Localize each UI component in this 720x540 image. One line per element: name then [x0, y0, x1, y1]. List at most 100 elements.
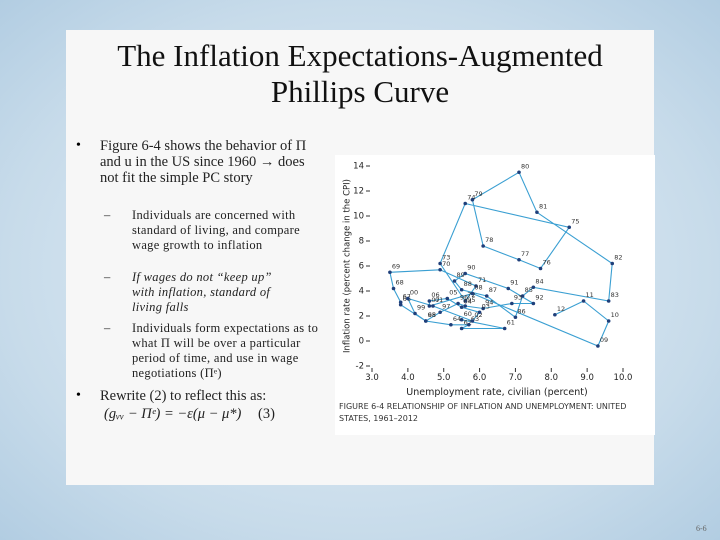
data-point	[438, 261, 442, 266]
point-label: 62	[464, 319, 472, 327]
point-label: 88	[464, 280, 472, 288]
point-label: 86	[517, 307, 525, 315]
dash: –	[104, 270, 111, 284]
sub-bullet: Individuals form expectations as to what…	[132, 321, 319, 380]
page-number: 6-6	[696, 524, 707, 533]
data-point	[553, 312, 557, 317]
data-point	[449, 322, 453, 327]
point-label: 94	[485, 299, 493, 307]
data-point	[581, 299, 586, 303]
y-axis-label: Inflation rate (percent change in the CP…	[343, 179, 353, 353]
data-point	[467, 322, 471, 327]
data-point	[481, 244, 485, 248]
point-label: 77	[521, 250, 529, 258]
data-point	[606, 299, 611, 303]
data-point	[398, 300, 403, 305]
point-label: 05	[449, 289, 457, 297]
point-label: 08	[474, 284, 482, 292]
bullet-text: Figure 6-4 shows the behavior of Π and u…	[100, 138, 307, 186]
y-tick-label: 12	[353, 187, 364, 197]
data-point	[531, 301, 536, 306]
data-point	[481, 306, 485, 311]
point-label: 02	[474, 311, 482, 319]
data-point	[596, 344, 600, 348]
point-label: 09	[600, 336, 608, 344]
x-tick-label: 7.0	[509, 373, 523, 383]
data-point	[456, 301, 460, 306]
data-point	[606, 319, 611, 323]
sub-bullet: If wages do not “keep up” with inflation…	[132, 270, 272, 314]
chart-background	[335, 155, 655, 435]
point-label: 85	[525, 286, 533, 294]
data-point	[406, 296, 410, 301]
chart: Inflation rate (percent change in the CP…	[335, 155, 655, 435]
dash: –	[104, 208, 111, 222]
point-label: 72	[467, 291, 475, 299]
point-label: 10	[611, 311, 619, 319]
data-point	[459, 317, 464, 322]
data-point	[463, 299, 468, 303]
point-label: 61	[507, 319, 515, 327]
point-label: 80	[521, 162, 529, 170]
x-axis-label: Unemployment rate, civilian (percent)	[406, 387, 587, 398]
point-label: 69	[392, 262, 400, 270]
data-point	[463, 201, 468, 206]
x-tick-label: 10.0	[614, 373, 633, 383]
point-label: 87	[489, 286, 497, 294]
data-point	[517, 257, 521, 262]
caption: FIGURE 6-4 RELATIONSHIP OF INFLATION AND…	[339, 402, 627, 423]
point-label: 84	[535, 277, 543, 285]
point-label: 98	[428, 311, 436, 319]
point-label: 68	[396, 279, 404, 287]
point-label: 74	[467, 194, 475, 202]
bullet-text: Rewrite (2) to reflect this as:	[100, 388, 267, 404]
point-label: 75	[571, 217, 579, 225]
x-tick-label: 3.0	[365, 373, 379, 383]
equation: (gᵥᵥ − Πᵉ) = −ε(μ − μ*)	[104, 406, 242, 422]
data-point	[463, 271, 468, 276]
data-point	[470, 319, 475, 323]
data-point	[427, 304, 432, 308]
point-label: 82	[614, 254, 622, 262]
x-tick-label: 8.0	[545, 373, 559, 383]
data-point	[474, 284, 478, 288]
point-label: 90	[467, 264, 475, 272]
point-label: 92	[535, 294, 543, 302]
point-label: 03	[482, 302, 490, 310]
data-point	[438, 267, 442, 272]
y-tick-label: 4	[359, 287, 364, 297]
point-label: 11	[586, 291, 594, 299]
bullet-mark: •	[76, 138, 81, 153]
x-tick-label: 9.0	[580, 373, 594, 383]
data-point	[517, 170, 521, 175]
data-point	[477, 310, 482, 315]
data-point	[470, 291, 475, 296]
sub-bullet: Individuals are concerned with standard …	[132, 208, 300, 252]
point-label: 07	[431, 296, 439, 304]
data-point	[535, 210, 539, 215]
data-point	[388, 270, 392, 275]
data-point	[427, 299, 432, 303]
point-label: 99	[417, 304, 425, 312]
point-label: 01	[435, 296, 443, 304]
y-tick-label: 0	[359, 337, 364, 347]
data-point	[567, 225, 572, 230]
data-point	[520, 294, 525, 298]
y-tick-label: 8	[359, 237, 364, 247]
data-point	[413, 311, 417, 316]
point-label: 89	[456, 271, 464, 279]
dash: –	[104, 321, 111, 335]
data-point	[463, 304, 468, 308]
x-tick-label: 4.0	[401, 373, 415, 383]
point-label: 93	[514, 294, 522, 302]
point-label: 64	[453, 315, 461, 323]
point-label: 65	[428, 311, 436, 319]
point-label: 79	[474, 190, 482, 198]
point-label: 78	[485, 236, 493, 244]
y-tick-label: -2	[356, 362, 364, 372]
data-point	[391, 286, 396, 291]
data-point	[445, 296, 450, 301]
y-tick-label: 14	[353, 162, 364, 172]
x-tick-label: 5.0	[437, 373, 451, 383]
